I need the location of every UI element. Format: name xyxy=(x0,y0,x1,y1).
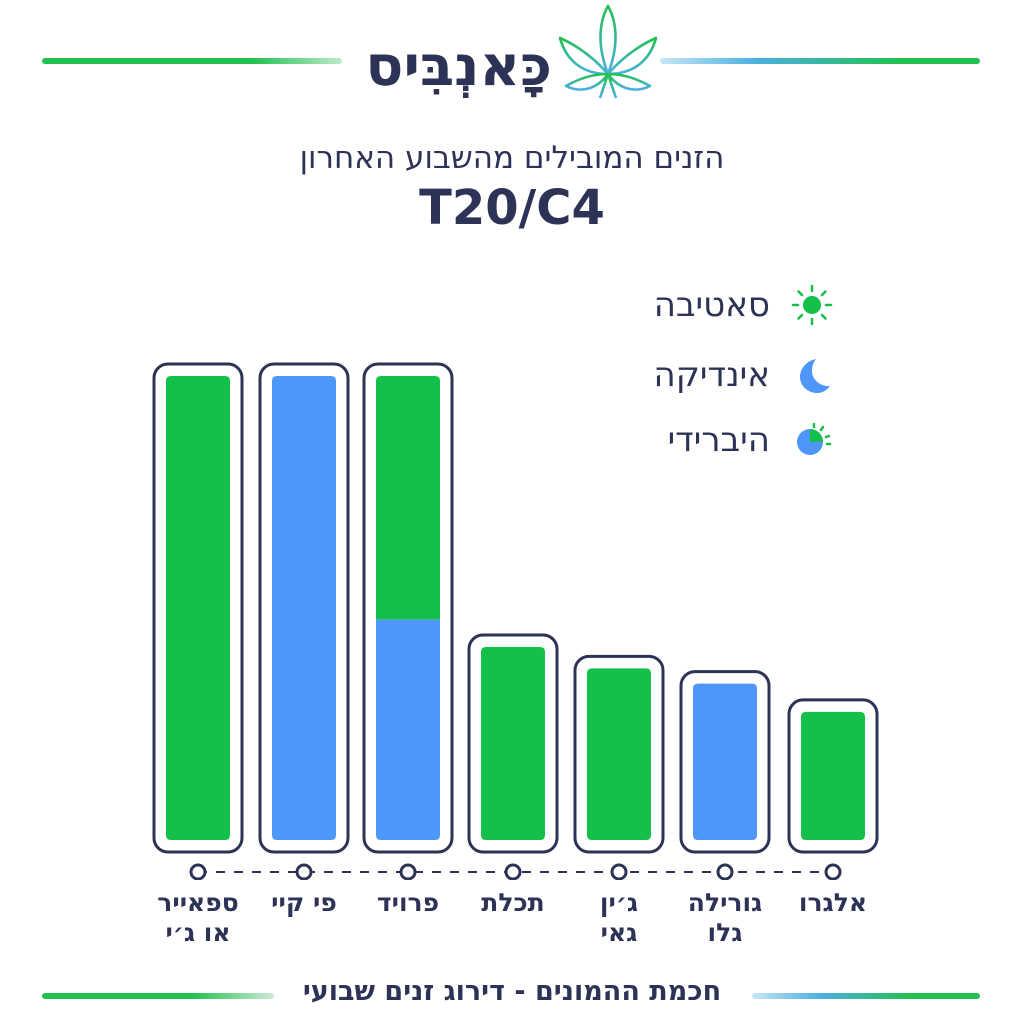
header: כָּאנְבִּיס xyxy=(0,0,1024,120)
x-label: גורילה גלו xyxy=(687,888,763,947)
bar-segment-indica xyxy=(272,376,336,840)
bar-segment-indica xyxy=(693,683,757,840)
chart-title: T20/C4 xyxy=(419,180,605,236)
legend-item-indica: אינדיקה xyxy=(600,350,840,400)
x-label: ספאייר או ג׳י xyxy=(157,888,239,947)
x-axis-dot xyxy=(504,863,522,880)
bar-segment-sativa xyxy=(587,668,651,840)
header-divider-left xyxy=(42,58,342,64)
x-label: ג׳ין גאי xyxy=(599,888,639,947)
chart-subtitle: הזנים המובילים מהשבוע האחרון xyxy=(299,140,725,176)
x-axis-dot xyxy=(189,863,207,880)
legend-label-sativa: סאטיבה xyxy=(653,285,770,325)
sun-icon xyxy=(791,284,833,326)
header-divider-right xyxy=(660,58,980,64)
bar-segment-sativa xyxy=(376,376,440,620)
x-label: אלגרו xyxy=(798,888,868,917)
x-label: פרויד xyxy=(376,888,440,917)
bar-segment-indica xyxy=(376,619,440,840)
legend-item-hybrid: היברידי xyxy=(600,415,840,465)
half-sun-moon-icon xyxy=(797,422,832,455)
x-axis-dot xyxy=(824,863,842,880)
x-axis-dot xyxy=(399,863,417,880)
bar-chart xyxy=(152,362,879,880)
bar-segment-sativa xyxy=(801,711,865,840)
x-axis-dot xyxy=(610,863,628,880)
x-axis-dot xyxy=(295,863,313,880)
legend-label-indica: אינדיקה xyxy=(653,355,770,395)
cannabis-leaf-icon xyxy=(558,4,658,102)
footer-divider-left xyxy=(42,993,274,999)
brand-name: כָּאנְבִּיס xyxy=(365,34,552,99)
bar-segment-sativa xyxy=(481,646,545,840)
x-axis-dot xyxy=(716,863,734,880)
x-label: פי קיי xyxy=(271,888,337,917)
footer-text: חכמת ההמונים - דירוג זנים שבועי xyxy=(302,976,722,1007)
moon-icon xyxy=(800,359,830,393)
x-label: תכלת xyxy=(481,888,545,917)
legend-item-sativa: סאטיבה xyxy=(600,280,840,330)
legend-label-hybrid: היברידי xyxy=(667,420,770,460)
footer-divider-right xyxy=(752,993,980,999)
bar-segment-sativa xyxy=(166,376,230,840)
